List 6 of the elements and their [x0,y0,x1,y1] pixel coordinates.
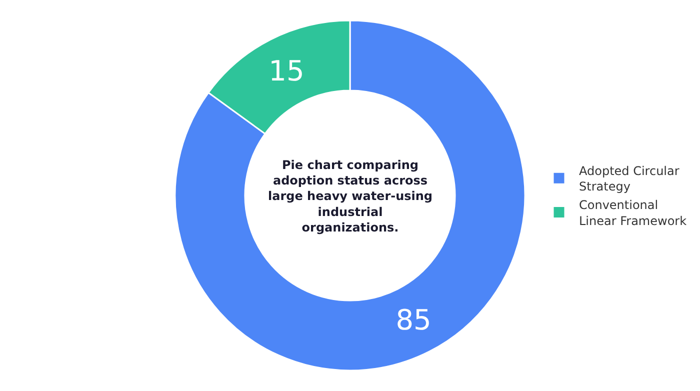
data-label: 15 [268,54,304,88]
donut-slice [174,20,526,372]
data-label: 85 [396,304,432,337]
text: Pie chart comparing adoption status across large heavy water-using industrial organizations. [268,158,433,234]
legend-label: Conventional Linear Framework [579,198,687,228]
legend-label: Adopted Circular Strategy [579,164,680,194]
